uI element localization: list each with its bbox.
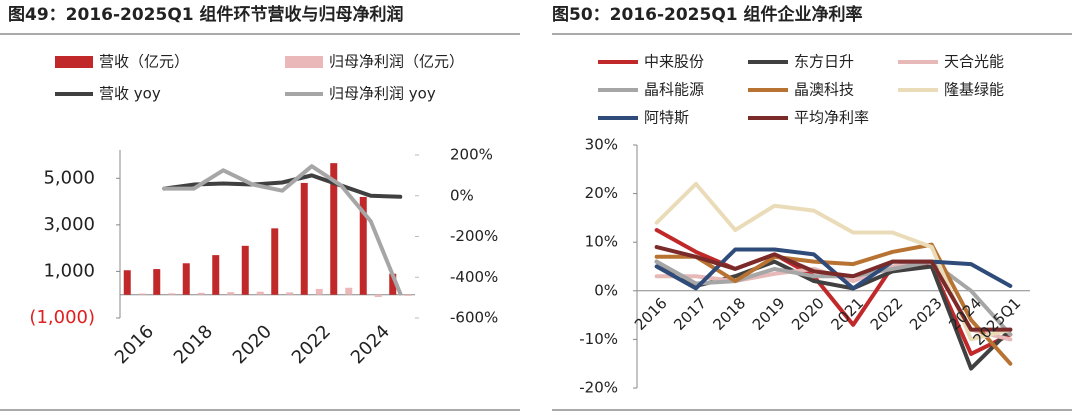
line-series xyxy=(654,228,1013,356)
bar xyxy=(138,293,146,295)
y-tick-label: 0% xyxy=(594,281,618,299)
y2-tick-label: -400% xyxy=(450,268,498,286)
y-tick-label: -20% xyxy=(579,379,618,397)
bar xyxy=(241,245,249,295)
x-tick-label: 2023 xyxy=(906,294,946,334)
y2-tick-label: 0% xyxy=(450,186,474,204)
bar xyxy=(256,291,264,295)
x-tick-label: 2020 xyxy=(788,294,828,334)
chart-title: 图49：2016-2025Q1 组件环节营收与归母净利润 xyxy=(8,4,404,25)
x-tick-label: 2018 xyxy=(710,294,750,334)
x-tick-label: 2016 xyxy=(111,321,158,368)
line-series xyxy=(654,247,1013,291)
legend-label: 阿特斯 xyxy=(644,109,689,127)
y-tick-label: (1,000) xyxy=(29,307,95,328)
y-tick-label: -10% xyxy=(579,330,618,348)
x-tick-label: 2020 xyxy=(229,321,276,368)
legend-label: 营收 yoy xyxy=(99,85,161,103)
y-tick-label: 3,000 xyxy=(43,214,95,235)
y-tick-label: 5,000 xyxy=(43,167,95,188)
legend-label: 中来股份 xyxy=(644,53,704,71)
bar xyxy=(404,294,412,296)
line-series xyxy=(162,164,403,296)
line-series xyxy=(654,245,1013,332)
bar xyxy=(197,292,205,295)
x-tick-label: 2024 xyxy=(347,321,394,368)
legend-label: 归母净利润（亿元） xyxy=(329,53,464,71)
bar xyxy=(359,196,367,295)
bar xyxy=(345,287,353,295)
legend-label: 隆基绿能 xyxy=(944,81,1004,99)
chart-title: 图50：2016-2025Q1 组件企业净利率 xyxy=(552,4,863,25)
x-tick-label: 2018 xyxy=(170,321,217,368)
legend-swatch xyxy=(55,56,93,68)
legend-label: 营收（亿元） xyxy=(99,53,189,71)
legend-swatch xyxy=(285,56,323,68)
legend-label: 晶澳科技 xyxy=(794,81,854,99)
y-tick-label: 1,000 xyxy=(43,260,95,281)
y2-tick-label: -200% xyxy=(450,227,498,245)
legend-label: 平均净利率 xyxy=(794,109,869,127)
bar xyxy=(168,293,176,295)
bar xyxy=(271,228,279,295)
y-tick-label: 30% xyxy=(585,136,618,154)
bar xyxy=(182,263,190,295)
bar xyxy=(227,292,235,295)
bar xyxy=(389,273,397,295)
legend-label: 东方日升 xyxy=(794,53,854,71)
x-tick-label: 2022 xyxy=(867,294,907,334)
bar xyxy=(212,255,220,295)
line-series xyxy=(654,259,1013,337)
y2-tick-label: 200% xyxy=(450,146,493,164)
legend-label: 晶科能源 xyxy=(644,81,704,99)
x-tick-label: 2019 xyxy=(749,294,789,334)
x-tick-label: 2022 xyxy=(288,321,335,368)
y2-tick-label: -600% xyxy=(450,309,498,327)
legend-label: 天合光能 xyxy=(944,53,1004,71)
bar xyxy=(123,270,131,295)
y-tick-label: 20% xyxy=(585,184,618,202)
bar xyxy=(330,163,338,295)
x-tick-label: 2017 xyxy=(670,294,710,334)
bar xyxy=(286,292,294,295)
bar xyxy=(374,294,382,298)
y-tick-label: 10% xyxy=(585,233,618,251)
bar xyxy=(315,288,323,295)
bar xyxy=(153,269,161,295)
legend-label: 归母净利润 yoy xyxy=(329,85,436,103)
bar xyxy=(300,182,308,295)
